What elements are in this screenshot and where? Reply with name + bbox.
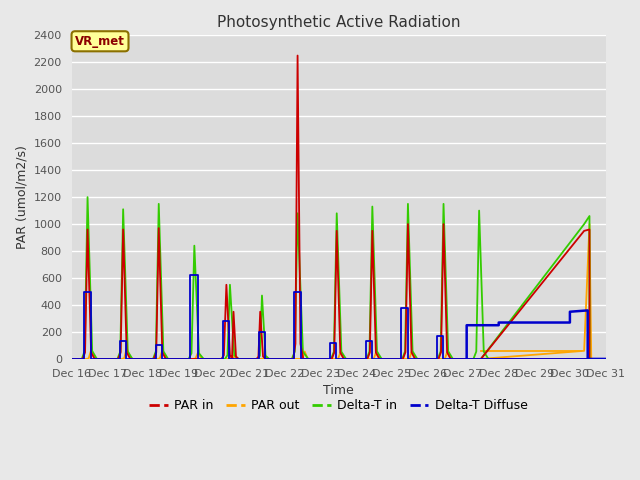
Text: VR_met: VR_met [75, 35, 125, 48]
Legend: PAR in, PAR out, Delta-T in, Delta-T Diffuse: PAR in, PAR out, Delta-T in, Delta-T Dif… [145, 395, 532, 418]
X-axis label: Time: Time [323, 384, 354, 397]
Y-axis label: PAR (umol/m2/s): PAR (umol/m2/s) [15, 145, 28, 249]
Title: Photosynthetic Active Radiation: Photosynthetic Active Radiation [217, 15, 460, 30]
